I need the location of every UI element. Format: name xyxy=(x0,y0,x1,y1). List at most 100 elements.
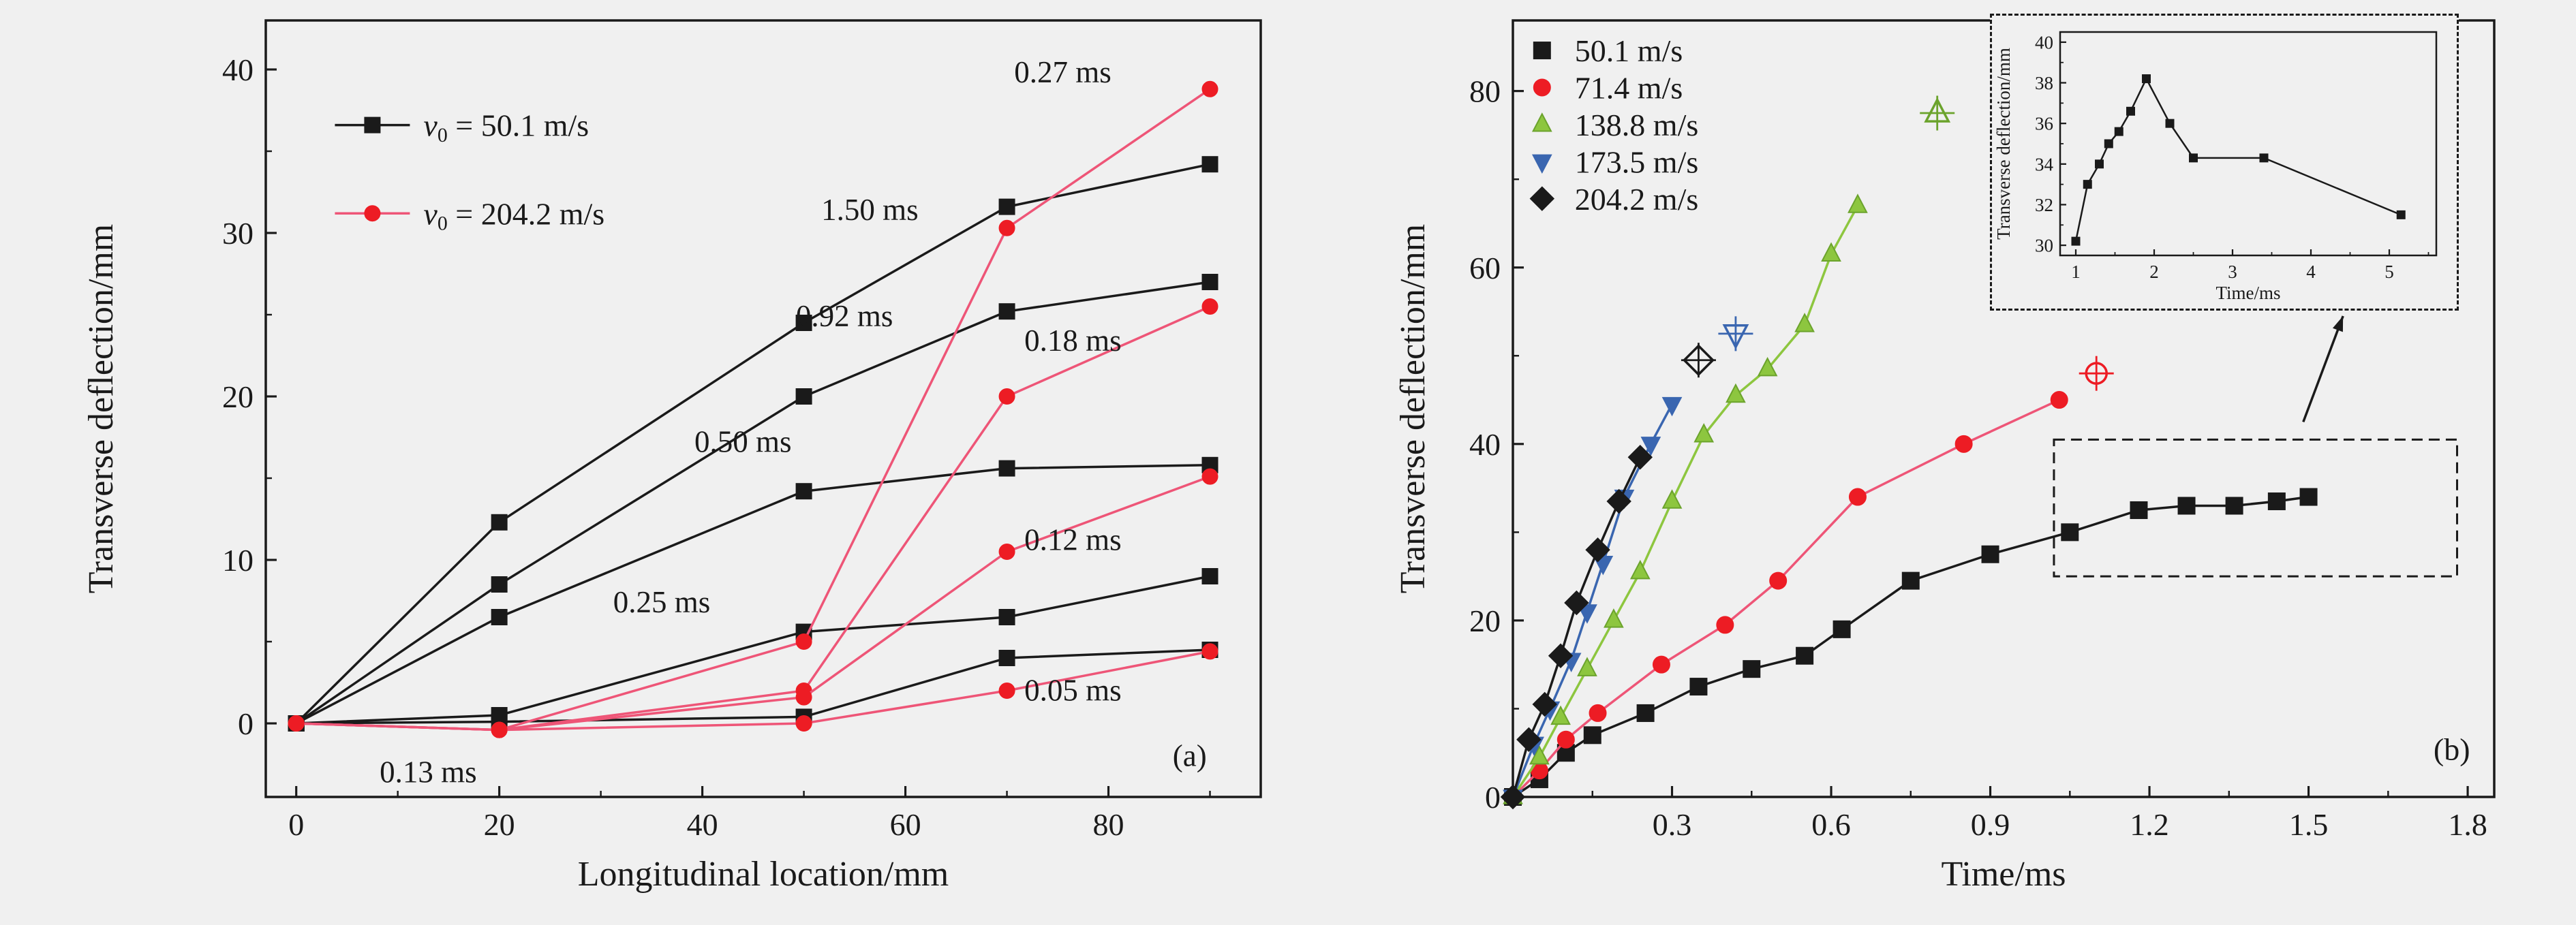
curve-annotation: 0.25 ms xyxy=(613,585,711,619)
legend-label: v0 = 204.2 m/s xyxy=(423,196,604,234)
x-axis-label: Longitudinal location/mm xyxy=(578,855,949,894)
marker-circle xyxy=(288,715,305,732)
marker-circle xyxy=(1954,435,1973,453)
x-tick-label: 0.9 xyxy=(1971,807,2010,842)
marker-circle xyxy=(1652,655,1670,674)
panel-b-label: (b) xyxy=(2434,732,2470,767)
x-tick-label: 80 xyxy=(1093,807,1124,842)
y-tick-label: 40 xyxy=(222,52,254,87)
axes-frame xyxy=(264,19,1262,798)
y-axis-label: Transverse deflection/mm xyxy=(1394,224,1432,594)
series-line-v138.8 xyxy=(1512,205,1859,798)
marker-circle xyxy=(998,219,1015,236)
marker-square xyxy=(2083,180,2092,189)
y-tick-label: 60 xyxy=(1469,251,1501,285)
x-tick-label: 4 xyxy=(2306,262,2316,282)
curve-annotation: 0.13 ms xyxy=(380,755,477,789)
marker-square xyxy=(1201,274,1218,290)
series-line-v50.1 xyxy=(1512,495,2309,798)
marker-triangle-down xyxy=(1577,604,1597,624)
marker-triangle-up xyxy=(1847,193,1868,213)
marker-circle xyxy=(1716,616,1734,634)
marker-diamond xyxy=(1627,445,1653,470)
marker-square xyxy=(1901,571,1920,590)
x-tick-label: 40 xyxy=(687,807,718,842)
legend-label: 50.1 m/s xyxy=(1575,33,1683,68)
x-tick-label: 60 xyxy=(890,807,921,842)
x-axis-label: Time/ms xyxy=(1941,855,2066,894)
marker-circle xyxy=(1848,488,1867,506)
marker-triangle-up xyxy=(1726,383,1746,403)
marker-square xyxy=(2104,139,2113,148)
marker-square xyxy=(1636,704,1655,722)
arrow-head xyxy=(2332,315,2344,332)
x-tick-label: 3 xyxy=(2228,262,2237,282)
marker-circle xyxy=(1201,298,1218,315)
y-tick-label: 30 xyxy=(222,216,254,251)
x-tick-label: 1.2 xyxy=(2130,807,2169,842)
marker-square xyxy=(1833,620,1851,638)
marker-diamond xyxy=(1516,727,1542,753)
panel-a-label: (a) xyxy=(1173,738,1207,772)
panel-a: 0 20 40 60 80 0 10 20 30 40 Longitudinal location/… xyxy=(82,19,1262,894)
marker-square xyxy=(795,388,812,405)
y-tick-label: 40 xyxy=(1469,427,1501,462)
marker-square xyxy=(998,303,1015,320)
marker-square xyxy=(795,483,812,500)
marker-circle xyxy=(1557,730,1575,749)
curve-annotation: 0.12 ms xyxy=(1024,523,1122,557)
curve-annotation: 0.92 ms xyxy=(796,299,893,333)
marker-circle xyxy=(1769,571,1788,590)
marker-square xyxy=(998,198,1015,215)
marker-triangle-up xyxy=(1661,489,1683,509)
marker-square xyxy=(2095,159,2104,169)
marker-square xyxy=(2259,153,2269,163)
marker-diamond xyxy=(1564,590,1589,616)
series-line-v204.2-t0.18ms xyxy=(296,305,1211,732)
marker-triangle-down xyxy=(1661,396,1683,417)
series-line-v204.2-t0.27ms xyxy=(296,88,1211,732)
marker-circle xyxy=(1201,643,1218,660)
marker-diamond xyxy=(1548,643,1574,668)
panel-b-chart: 0.3 0.6 0.9 1.2 1.5 1.8 0 20 40 60 80 Time/ms Transv… xyxy=(1394,19,2496,894)
marker-circle xyxy=(1201,80,1218,97)
marker-square xyxy=(2267,492,2286,511)
marker-circle xyxy=(1201,468,1218,485)
y-tick-label: 0 xyxy=(238,706,254,741)
inset-chart-frame: 1 2 3 4 5 30 32 34 36 38 40 Time/ms Transverse defle… xyxy=(1990,14,2459,311)
marker-diamond xyxy=(1585,537,1610,563)
marker-square xyxy=(998,650,1015,666)
marker-triangle-up xyxy=(1693,423,1715,443)
marker-square xyxy=(1796,646,1814,665)
y-tick-label: 36 xyxy=(2035,114,2053,134)
marker-square xyxy=(1583,726,1601,744)
x-tick-label: 5 xyxy=(2385,262,2394,282)
marker-diamond xyxy=(1529,186,1555,211)
y-tick-label: 32 xyxy=(2035,195,2053,215)
marker-triangle-down xyxy=(1640,437,1661,456)
y-tick-label: 40 xyxy=(2035,32,2053,52)
marker-triangle-up xyxy=(1529,744,1550,765)
marker-square xyxy=(2130,501,2148,519)
marker-circle xyxy=(2050,391,2068,409)
x-tick-label: 20 xyxy=(484,807,515,842)
marker-circle xyxy=(491,721,508,738)
curve-annotation: 0.27 ms xyxy=(1014,55,1111,89)
marker-triangle-up xyxy=(1604,608,1624,628)
legend-label: 138.8 m/s xyxy=(1575,108,1698,142)
marker-square xyxy=(1689,678,1708,696)
marker-square xyxy=(1201,156,1218,173)
series-line-v71.4 xyxy=(1512,398,2060,798)
legend-label: 204.2 m/s xyxy=(1575,182,1698,217)
curve-annotation: 0.05 ms xyxy=(1024,673,1122,707)
marker-square xyxy=(2071,236,2081,246)
marker-square xyxy=(364,116,381,134)
x-tick-label: 0.3 xyxy=(1653,807,1692,842)
x-axis-label: Time/ms xyxy=(2215,283,2280,303)
marker-square xyxy=(2142,74,2151,84)
marker-square xyxy=(2114,127,2123,136)
marker-square xyxy=(2225,497,2243,515)
x-tick-label: 1.8 xyxy=(2448,807,2487,842)
y-axis-label: Transverse deflection/mm xyxy=(82,224,121,594)
